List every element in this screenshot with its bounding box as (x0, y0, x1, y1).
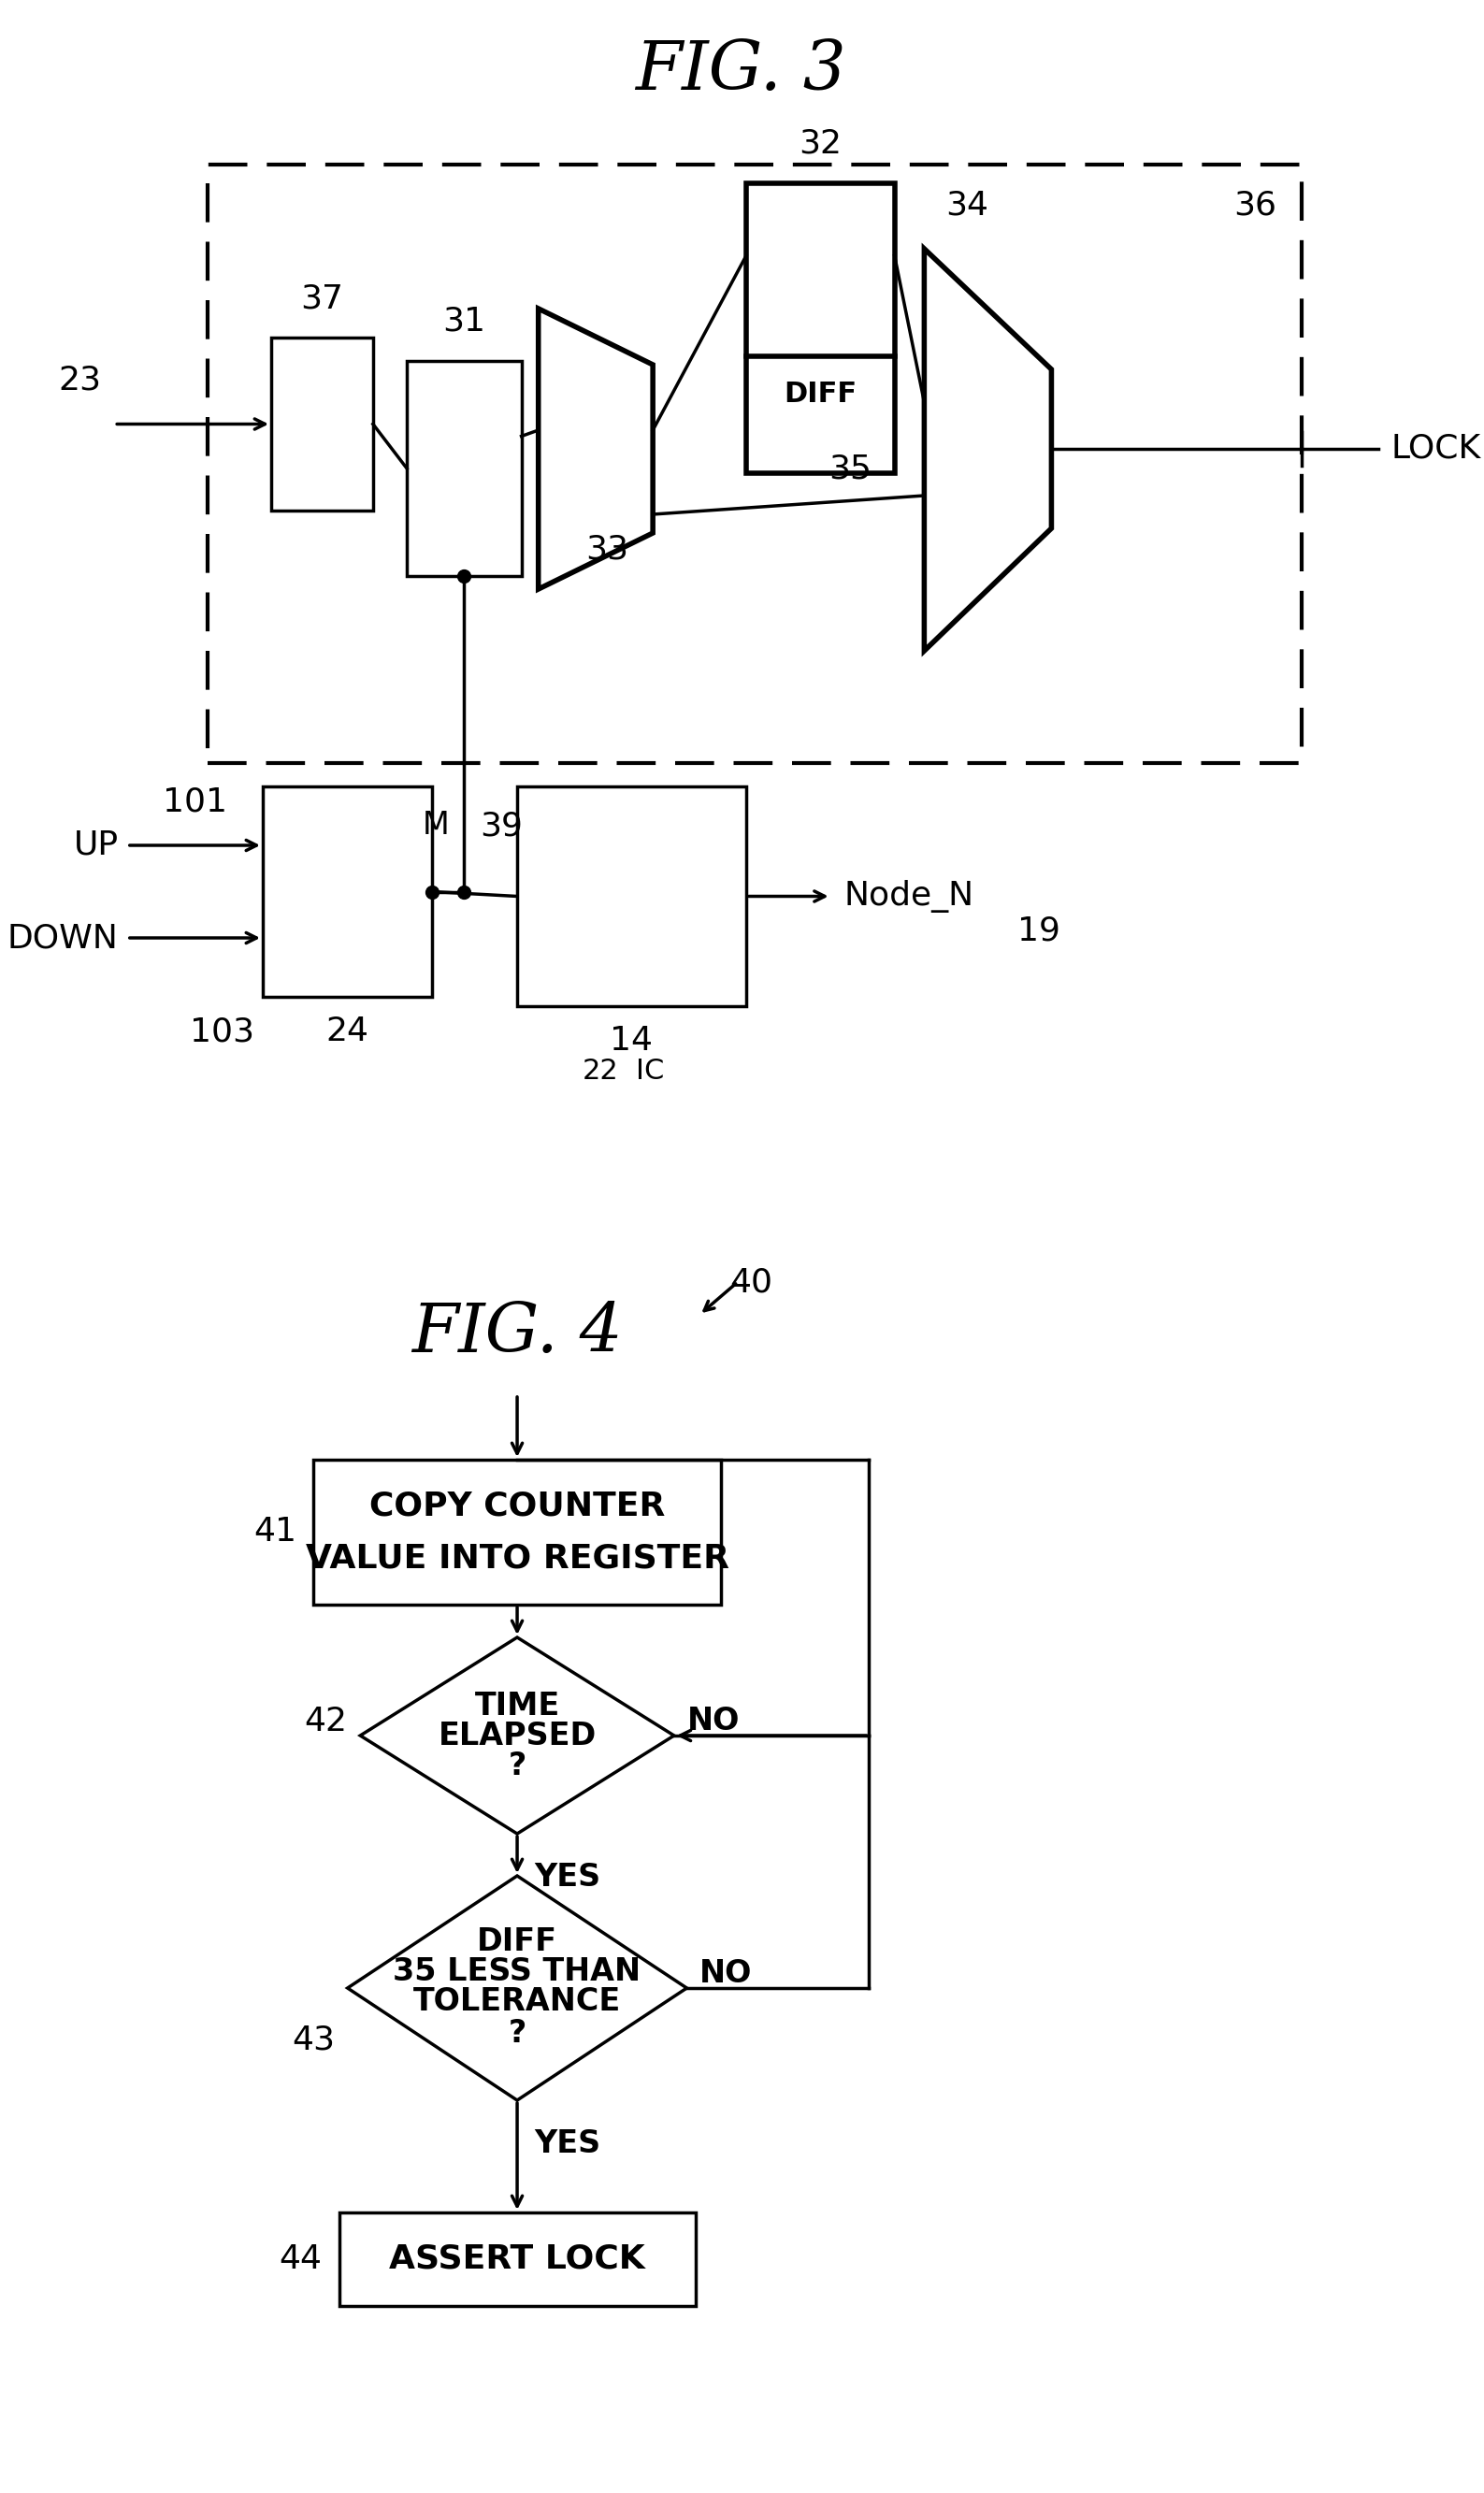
Text: 35: 35 (830, 454, 871, 484)
Text: 37: 37 (301, 282, 344, 314)
Bar (746, 184, 895, 474)
Text: 40: 40 (729, 1266, 772, 1299)
Text: 43: 43 (292, 2024, 335, 2054)
Text: YES: YES (534, 1862, 601, 1892)
Text: IC: IC (635, 1057, 665, 1084)
Text: 35 LESS THAN: 35 LESS THAN (393, 1957, 641, 1987)
Text: NO: NO (687, 1705, 739, 1738)
Bar (272, 337, 372, 511)
Text: DIFF: DIFF (784, 379, 856, 406)
Bar (313, 1461, 721, 1605)
Text: NO: NO (699, 1959, 752, 1989)
Text: Node_N: Node_N (844, 880, 974, 912)
Text: 31: 31 (442, 307, 485, 337)
Text: ELAPSED: ELAPSED (438, 1720, 597, 1750)
Text: 19: 19 (1018, 915, 1061, 947)
Text: 24: 24 (326, 1015, 370, 1047)
Text: 34: 34 (945, 189, 988, 222)
Text: UP: UP (74, 830, 119, 860)
Bar (338, 2211, 695, 2306)
Text: 36: 36 (1233, 189, 1276, 222)
Text: M: M (421, 810, 448, 840)
Text: 32: 32 (798, 127, 841, 160)
Text: TIME: TIME (475, 1690, 559, 1720)
Bar (407, 361, 521, 576)
Text: 39: 39 (479, 810, 522, 843)
Text: ?: ? (508, 1750, 527, 1780)
Bar (263, 785, 432, 997)
Text: 103: 103 (190, 1015, 254, 1047)
Text: 33: 33 (586, 534, 629, 566)
Text: FIG. 4: FIG. 4 (411, 1301, 623, 1366)
Text: FIG. 3: FIG. 3 (635, 37, 846, 105)
Text: ?: ? (508, 2017, 527, 2049)
Bar (208, 165, 1301, 763)
Text: VALUE INTO REGISTER: VALUE INTO REGISTER (306, 1543, 729, 1573)
Text: 14: 14 (610, 1025, 653, 1057)
Text: TOLERANCE: TOLERANCE (413, 1987, 622, 2017)
Text: DIFF: DIFF (476, 1927, 558, 1957)
Text: COPY COUNTER: COPY COUNTER (370, 1491, 665, 1521)
Text: 22: 22 (583, 1057, 619, 1084)
Text: YES: YES (534, 2129, 601, 2159)
Text: 23: 23 (58, 364, 101, 396)
Text: 44: 44 (279, 2244, 322, 2276)
Text: 41: 41 (254, 1516, 297, 1548)
Text: ASSERT LOCK: ASSERT LOCK (389, 2244, 646, 2276)
Text: LOCK: LOCK (1391, 434, 1481, 464)
Text: DOWN: DOWN (7, 922, 119, 955)
Bar (516, 785, 746, 1007)
Text: 101: 101 (163, 785, 227, 818)
Text: 42: 42 (304, 1705, 347, 1738)
